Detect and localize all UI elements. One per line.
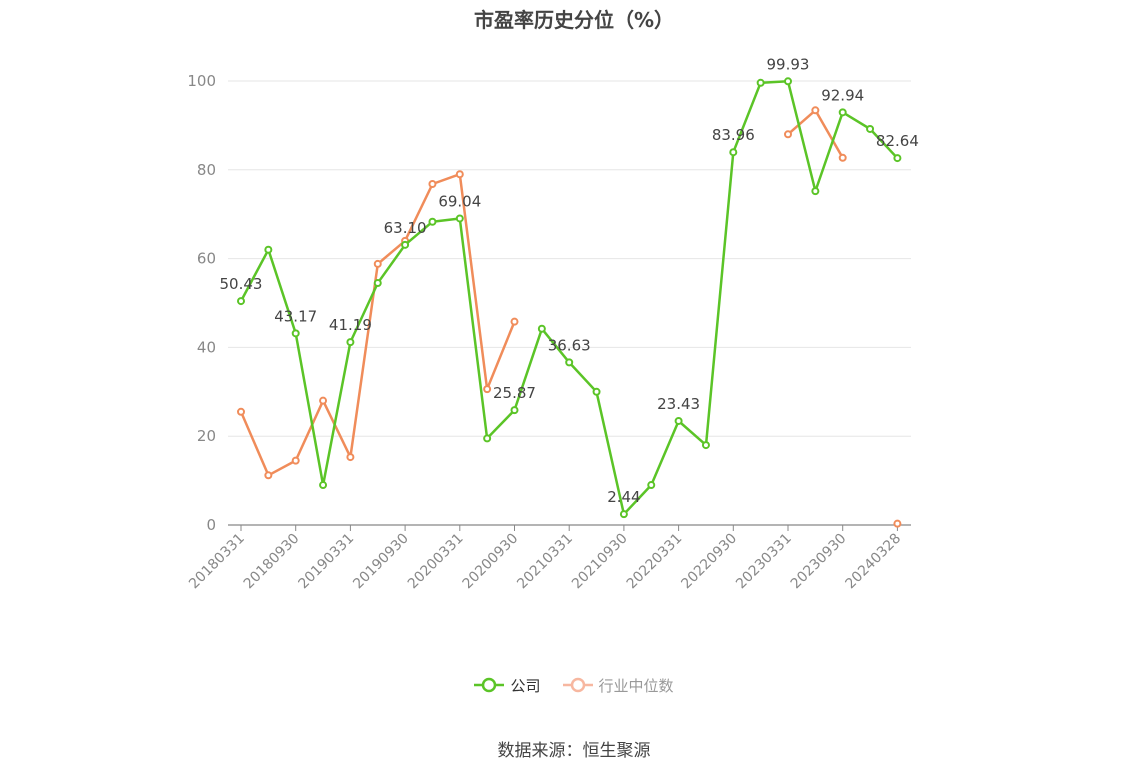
y-tick-label: 40 [197, 338, 216, 356]
series-industry-point[interactable] [483, 385, 492, 394]
x-tick-label: 20200331 [405, 531, 467, 593]
y-tick-label: 20 [197, 427, 216, 445]
series-industry-point[interactable] [346, 453, 355, 462]
x-tick-label: 20180331 [186, 531, 248, 593]
data-label: 25.87 [493, 384, 536, 402]
data-label: 36.63 [548, 336, 591, 354]
series-layer [237, 77, 902, 528]
series-company-point[interactable] [264, 245, 273, 254]
series-industry-point[interactable] [784, 130, 792, 139]
x-tick-label: 20190331 [296, 531, 358, 593]
source-note: 数据来源：恒生聚源 [497, 741, 651, 761]
data-label: 41.19 [329, 316, 372, 334]
series-industry-point[interactable] [264, 471, 273, 480]
series-industry-point[interactable] [291, 456, 300, 465]
series-company-point[interactable] [784, 77, 792, 86]
series-company-point[interactable] [701, 441, 710, 450]
y-tick-label: 60 [197, 250, 216, 268]
x-tick-label: 20230331 [733, 531, 795, 593]
data-label: 43.17 [274, 307, 317, 325]
data-label: 63.10 [384, 219, 427, 237]
series-company-point[interactable] [483, 434, 492, 443]
legend-industry-marker-icon [562, 677, 593, 693]
x-tick-label: 20210930 [569, 531, 631, 593]
series-company-point[interactable] [619, 510, 628, 519]
series-company-point[interactable] [291, 329, 300, 338]
series-company-point[interactable] [319, 481, 328, 490]
y-tick-label: 0 [206, 516, 216, 534]
series-company-point[interactable] [893, 154, 902, 163]
series-company-line [239, 80, 899, 516]
series-company-point[interactable] [346, 338, 355, 347]
legend: 公司 行业中位数 [0, 672, 1148, 698]
series-company-point[interactable] [237, 297, 245, 306]
legend-company-marker-icon [474, 677, 505, 693]
series-company-point[interactable] [510, 406, 519, 415]
x-tick-label: 20180930 [241, 531, 303, 593]
series-company-point[interactable] [866, 124, 875, 133]
series-company-point[interactable] [729, 148, 738, 157]
legend-industry-label: 行业中位数 [598, 676, 674, 695]
data-label: 99.93 [767, 55, 810, 73]
data-label: 2.44 [607, 488, 640, 506]
y-tick-label: 100 [187, 72, 216, 90]
data-label: 83.96 [712, 126, 755, 144]
series-industry-point[interactable] [510, 317, 519, 326]
data-label: 50.43 [220, 275, 263, 293]
x-tick-label: 20210331 [514, 531, 576, 593]
series-industry-point[interactable] [428, 180, 437, 189]
x-tick-label: 20230930 [788, 531, 850, 593]
x-tick-label: 20240328 [843, 531, 905, 593]
series-company-point[interactable] [537, 324, 546, 333]
series-company-point[interactable] [674, 416, 683, 425]
series-industry-point[interactable] [237, 407, 245, 416]
series-company-point[interactable] [592, 387, 601, 396]
data-label: 82.64 [876, 132, 919, 150]
x-tick-label: 20190930 [350, 531, 412, 593]
legend-item-industry[interactable]: 行业中位数 [562, 675, 674, 696]
x-tick-label: 20220930 [678, 531, 740, 593]
x-tick-label: 20220331 [624, 531, 686, 593]
series-industry-point[interactable] [838, 153, 847, 162]
series-industry-point[interactable] [319, 396, 328, 405]
y-tick-label: 80 [197, 161, 216, 179]
series-industry-point[interactable] [455, 170, 464, 179]
data-label: 23.43 [657, 395, 700, 413]
series-industry-point[interactable] [373, 259, 382, 268]
data-label: 92.94 [821, 86, 864, 104]
series-company-point[interactable] [838, 108, 847, 117]
series-industry-point[interactable] [811, 106, 820, 115]
x-tick-label: 20200930 [460, 531, 522, 593]
series-company-point[interactable] [811, 187, 820, 196]
series-company-point[interactable] [373, 279, 382, 288]
grid-layer [228, 80, 911, 437]
series-company-point[interactable] [565, 358, 574, 367]
label-layer: 50.43 43.17 41.19 63.10 69.04 25.87 36.63 2.44 2… [220, 55, 919, 506]
chart-title: 市盈率历史分位（%） [473, 8, 675, 32]
series-company-point[interactable] [647, 481, 656, 490]
legend-item-company[interactable]: 公司 [474, 675, 541, 696]
series-company-point[interactable] [756, 78, 765, 87]
data-label: 69.04 [438, 192, 481, 210]
legend-company-label: 公司 [510, 676, 541, 695]
series-company-point[interactable] [401, 240, 410, 249]
series-company-point[interactable] [455, 214, 464, 223]
series-company-point[interactable] [428, 217, 437, 226]
series-industry-point[interactable] [893, 519, 902, 528]
